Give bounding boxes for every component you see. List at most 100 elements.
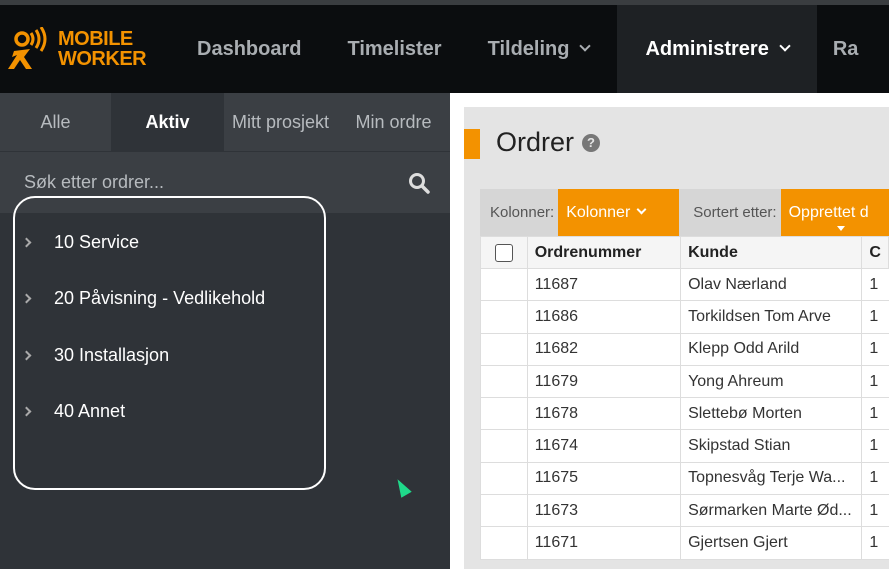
cell-customer: Klepp Odd Arild	[680, 333, 862, 366]
cell-customer: Olav Nærland	[680, 268, 862, 302]
search-icon[interactable]	[408, 172, 430, 194]
tab-aktiv[interactable]: Aktiv	[111, 93, 224, 151]
cell-col3: 1	[861, 268, 889, 302]
order-category-tree: 10 Service 20 Påvisning - Vedlikehold 30…	[13, 196, 326, 490]
logo-text-1: MOBILE	[58, 28, 133, 50]
tree-label: 10 Service	[54, 232, 140, 252]
chevron-right-icon	[21, 237, 32, 248]
columns-label: Kolonner:	[490, 204, 555, 221]
orders-panel: Ordrer? Kolonner: Kolonner Sortert etter…	[464, 107, 889, 569]
table-row[interactable]: 11675 Topnesvåg Terje Wa... 1	[480, 462, 889, 496]
cell-col3: 1	[861, 494, 889, 528]
table-row[interactable]: 11671 Gjertsen Gjert 1	[480, 526, 889, 560]
sort-button-label: Opprettet d	[788, 203, 869, 221]
cell-order-number: 11674	[526, 429, 681, 463]
main-content: Ordrer? Kolonner: Kolonner Sortert etter…	[450, 93, 889, 569]
header-col3[interactable]: C	[861, 236, 889, 269]
select-all-cell	[480, 236, 528, 269]
logo[interactable]: MOBILE WORKER	[0, 5, 165, 93]
cell-order-number: 11675	[526, 462, 681, 496]
cell-customer: Yong Ahreum	[680, 365, 862, 399]
chevron-down-icon	[779, 40, 791, 52]
table-row[interactable]: 11682 Klepp Odd Arild 1	[480, 333, 889, 366]
nav-ra[interactable]: Ra	[832, 37, 859, 60]
row-select-cell[interactable]	[480, 462, 528, 496]
columns-button-label: Kolonner	[566, 203, 631, 221]
columns-button[interactable]: Kolonner	[558, 189, 680, 236]
chevron-right-icon	[21, 350, 32, 361]
header-kunde[interactable]: Kunde	[680, 236, 863, 269]
tree-label: 30 Installasjon	[54, 345, 170, 365]
cell-customer: Skipstad Stian	[680, 429, 862, 463]
cell-col3: 1	[861, 462, 889, 496]
nav-tildeling[interactable]: Tildeling	[458, 5, 618, 93]
worker-logo-icon	[8, 27, 47, 69]
cell-col3: 1	[861, 397, 889, 431]
caret-down-icon	[836, 226, 845, 231]
chevron-right-icon	[21, 293, 32, 304]
chevron-down-icon	[579, 40, 592, 52]
help-icon[interactable]: ?	[582, 133, 601, 152]
chevron-right-icon	[21, 406, 32, 417]
cell-col3: 1	[861, 365, 889, 399]
cell-order-number: 11678	[526, 397, 681, 431]
cell-customer: Topnesvåg Terje Wa...	[680, 462, 862, 496]
tree-item-annet[interactable]: 40 Annet	[21, 401, 126, 422]
sort-button[interactable]: Opprettet d	[780, 189, 889, 236]
top-nav: MOBILE WORKER Dashboard Timelister Tildel…	[0, 5, 889, 93]
row-select-cell[interactable]	[480, 300, 528, 334]
cell-order-number: 11673	[526, 494, 681, 528]
cell-customer: Sørmarken Marte Ød...	[680, 494, 862, 528]
table-row[interactable]: 11679 Yong Ahreum 1	[480, 365, 889, 399]
sort-label: Sortert etter:	[693, 204, 777, 221]
sidebar: Alle Aktiv Mitt prosjekt Min ordre 10 Se…	[0, 93, 450, 569]
table-row[interactable]: 11687 Olav Nærland 1	[480, 268, 889, 302]
page-title: Ordrer?	[496, 127, 601, 158]
search-input[interactable]	[24, 172, 384, 193]
cell-col3: 1	[861, 429, 889, 463]
cell-customer: Gjertsen Gjert	[680, 526, 862, 560]
cell-order-number: 11679	[526, 365, 681, 399]
tree-label: 40 Annet	[54, 401, 126, 421]
cell-order-number: 11682	[526, 333, 681, 366]
title-accent	[464, 129, 480, 159]
row-select-cell[interactable]	[480, 429, 528, 463]
nav-timelister[interactable]: Timelister	[347, 37, 442, 60]
tab-alle[interactable]: Alle	[40, 111, 71, 132]
cell-col3: 1	[861, 526, 889, 560]
tab-min-ordre[interactable]: Min ordre	[355, 111, 432, 132]
nav-dashboard[interactable]: Dashboard	[197, 37, 302, 60]
tree-item-installasjon[interactable]: 30 Installasjon	[21, 345, 170, 366]
row-select-cell[interactable]	[480, 526, 528, 560]
logo-text-2: WORKER	[58, 48, 147, 70]
nav-administrere[interactable]: Administrere	[617, 5, 817, 93]
tree-label: 20 Påvisning - Vedlikehold	[54, 288, 266, 308]
row-select-cell[interactable]	[480, 333, 528, 366]
sidebar-tabs: Alle Aktiv Mitt prosjekt Min ordre	[0, 93, 450, 151]
cell-col3: 1	[861, 300, 889, 334]
table-row[interactable]: 11678 Slettebø Morten 1	[480, 397, 889, 431]
tree-item-pavisning[interactable]: 20 Påvisning - Vedlikehold	[21, 288, 266, 309]
select-all-checkbox[interactable]	[494, 243, 513, 262]
cell-col3: 1	[861, 333, 889, 366]
cell-order-number: 11686	[526, 300, 681, 334]
cell-customer: Torkildsen Tom Arve	[680, 300, 862, 334]
table-row[interactable]: 11673 Sørmarken Marte Ød... 1	[480, 494, 889, 528]
tree-item-service[interactable]: 10 Service	[21, 232, 140, 253]
tab-mitt-prosjekt[interactable]: Mitt prosjekt	[231, 111, 330, 132]
cell-customer: Slettebø Morten	[680, 397, 862, 431]
nav-label: Tildeling	[487, 37, 570, 60]
search-bar	[0, 151, 450, 213]
row-select-cell[interactable]	[480, 494, 528, 528]
table-toolbar: Kolonner: Kolonner Sortert etter: Oppret…	[480, 189, 889, 236]
chevron-down-icon	[636, 204, 647, 215]
header-ordrenummer[interactable]: Ordrenummer	[526, 236, 682, 269]
table-row[interactable]: 11674 Skipstad Stian 1	[480, 429, 889, 463]
cell-order-number: 11671	[526, 526, 681, 560]
cell-order-number: 11687	[526, 268, 681, 302]
row-select-cell[interactable]	[480, 365, 528, 399]
row-select-cell[interactable]	[480, 268, 528, 302]
orders-table: Ordrenummer Kunde C 11687 Olav Nærland 1 11…	[480, 236, 889, 560]
table-row[interactable]: 11686 Torkildsen Tom Arve 1	[480, 300, 889, 334]
row-select-cell[interactable]	[480, 397, 528, 431]
